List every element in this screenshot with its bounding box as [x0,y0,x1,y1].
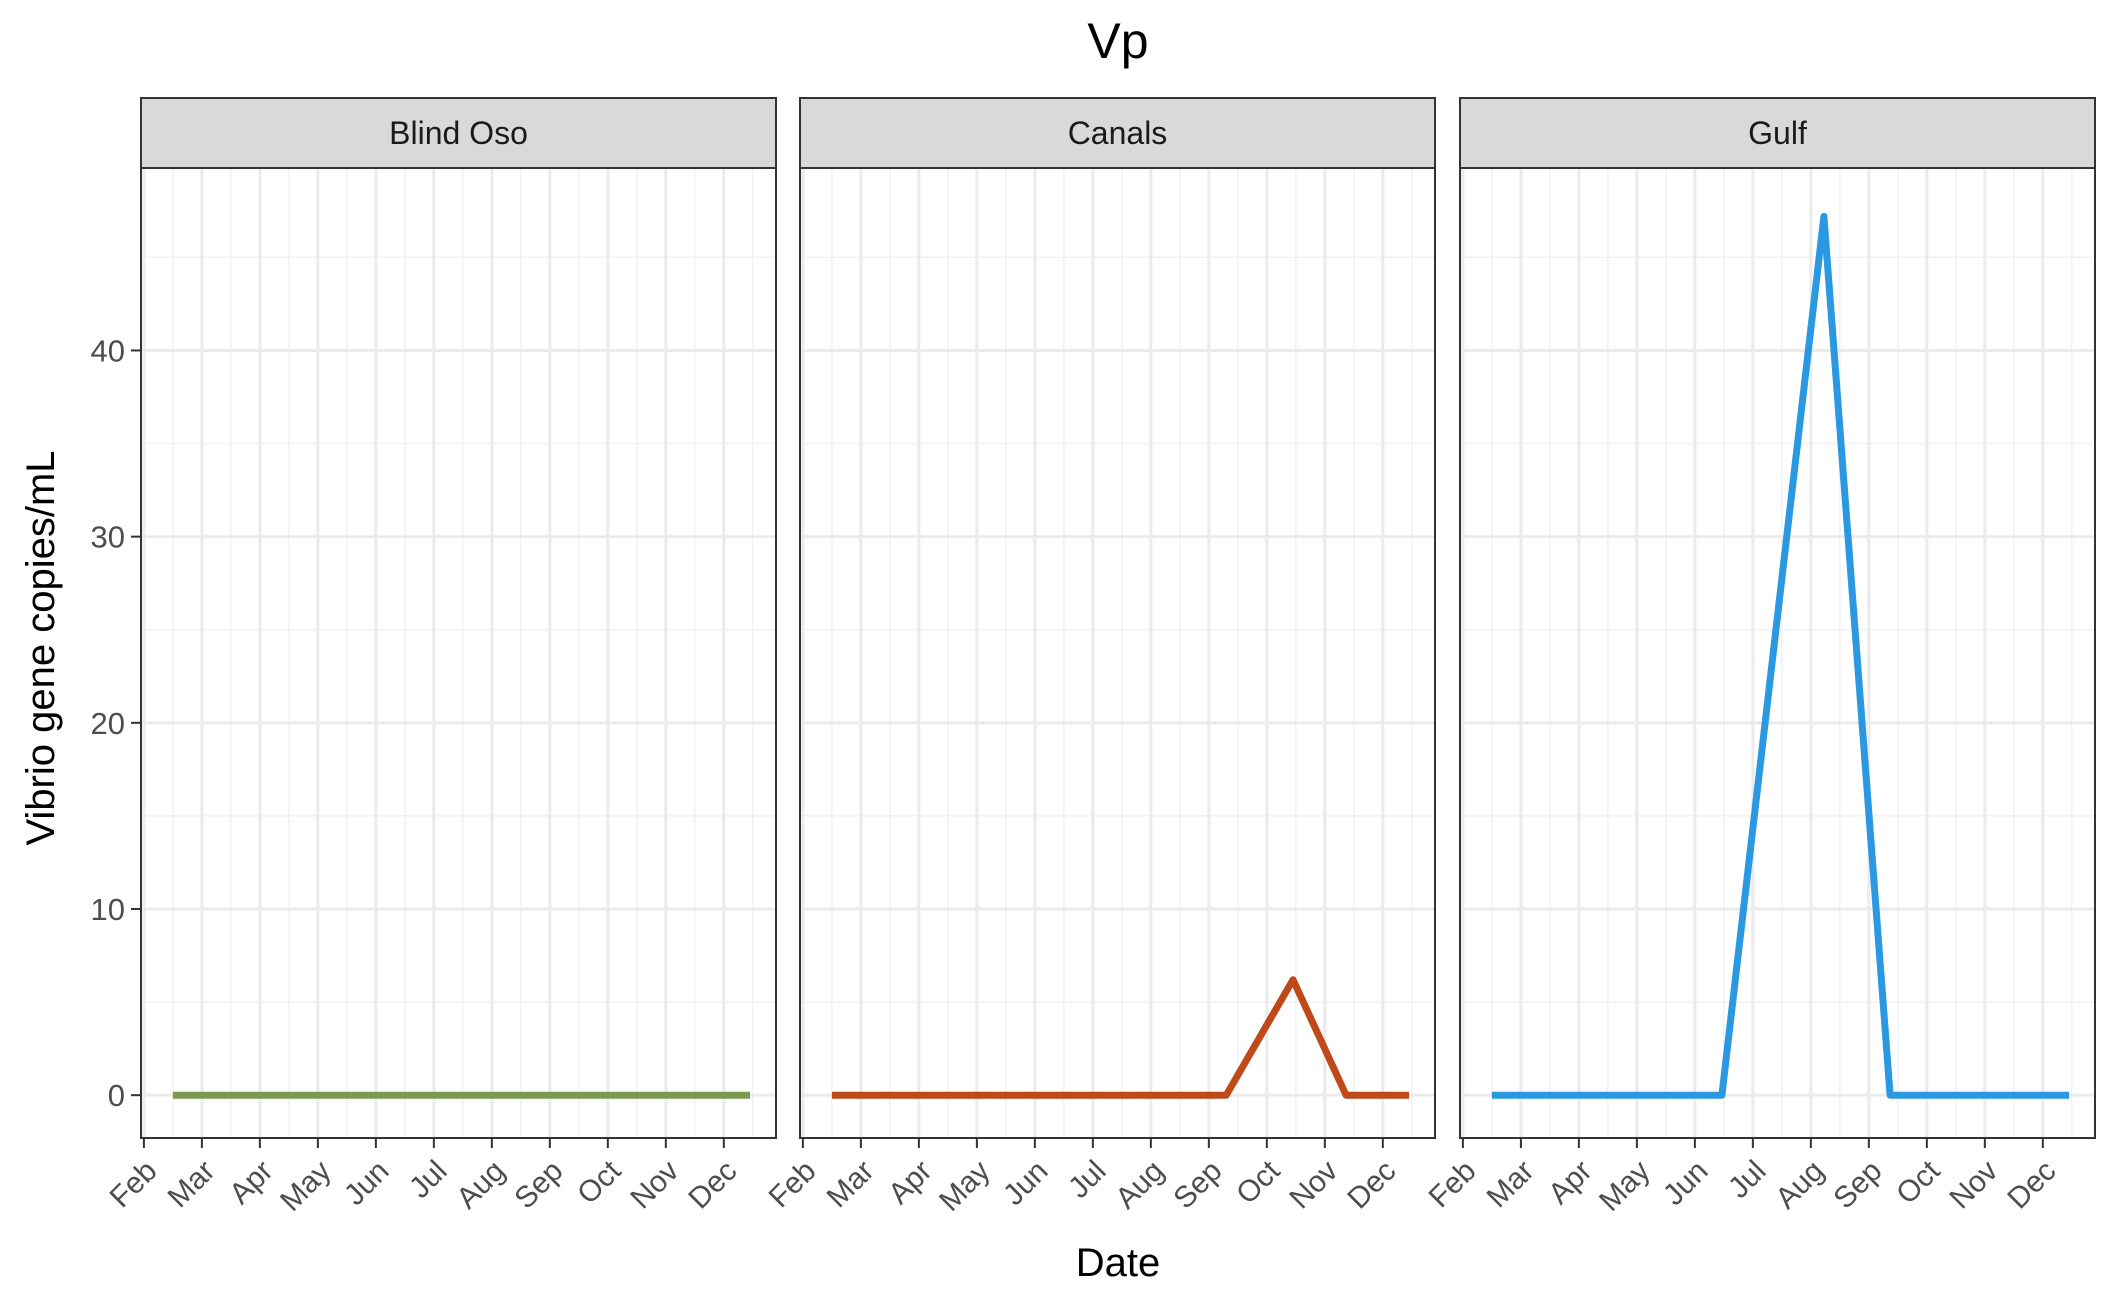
x-tick-label: Jun [997,1154,1055,1212]
facet-strip [140,97,777,169]
series-line [831,976,1409,1099]
x-tick-label: Dec [2001,1154,2062,1215]
y-tick-label: 30 [91,520,125,555]
x-tick-label: Sep [1167,1154,1228,1215]
x-tick-label: Apr [223,1154,279,1210]
y-tick-label: 0 [108,1078,125,1113]
x-tick-label: Nov [624,1154,685,1215]
x-tick-label: Jul [1062,1154,1112,1204]
x-tick-label: Apr [882,1154,938,1210]
facet-strip [799,97,1436,169]
panel-background [141,168,776,1138]
x-tick-label: Aug [1109,1154,1170,1215]
x-tick-label: Jun [338,1154,396,1212]
x-tick-label: Oct [571,1154,628,1211]
x-tick-label: Jul [1722,1154,1772,1204]
x-tick-label: Apr [1542,1154,1598,1210]
x-tick-label: May [933,1154,996,1217]
x-tick-label: Aug [1769,1154,1830,1215]
y-tick-label: 20 [91,706,125,741]
y-axis-title: Vibrio gene copies/mL [19,450,63,845]
x-tick-label: May [274,1154,337,1217]
x-tick-label: Feb [104,1154,164,1214]
x-tick-label: Mar [1481,1154,1541,1214]
x-axis-title: Date [1076,1241,1161,1285]
facet-strip [1459,97,2096,169]
x-tick-label: Oct [1230,1154,1287,1211]
x-tick-label: Feb [763,1154,823,1214]
x-tick-label: Dec [682,1154,743,1215]
chart-title: Vp [1087,13,1148,69]
x-tick-label: Aug [450,1154,511,1215]
facet-strip-label: Canals [1068,115,1168,151]
x-tick-label: Mar [162,1154,222,1214]
x-tick-label: Jul [403,1154,453,1204]
x-tick-label: Dec [1341,1154,1402,1215]
panel-background [1460,168,2095,1138]
panel-background [800,168,1435,1138]
x-tick-label: Sep [508,1154,569,1215]
series-line [1491,212,2069,1099]
x-tick-label: Feb [1423,1154,1483,1214]
x-tick-label: Mar [821,1154,881,1214]
x-tick-label: May [1593,1154,1656,1217]
x-tick-label: Nov [1283,1154,1344,1215]
x-tick-label: Oct [1890,1154,1947,1211]
x-tick-label: Jun [1657,1154,1715,1212]
x-tick-label: Sep [1827,1154,1888,1215]
y-tick-label: 40 [91,333,125,368]
y-tick-label: 10 [91,892,125,927]
facet-strip-label: Blind Oso [389,115,528,151]
x-tick-label: Nov [1943,1154,2004,1215]
facet-strip-label: Gulf [1748,115,1807,151]
